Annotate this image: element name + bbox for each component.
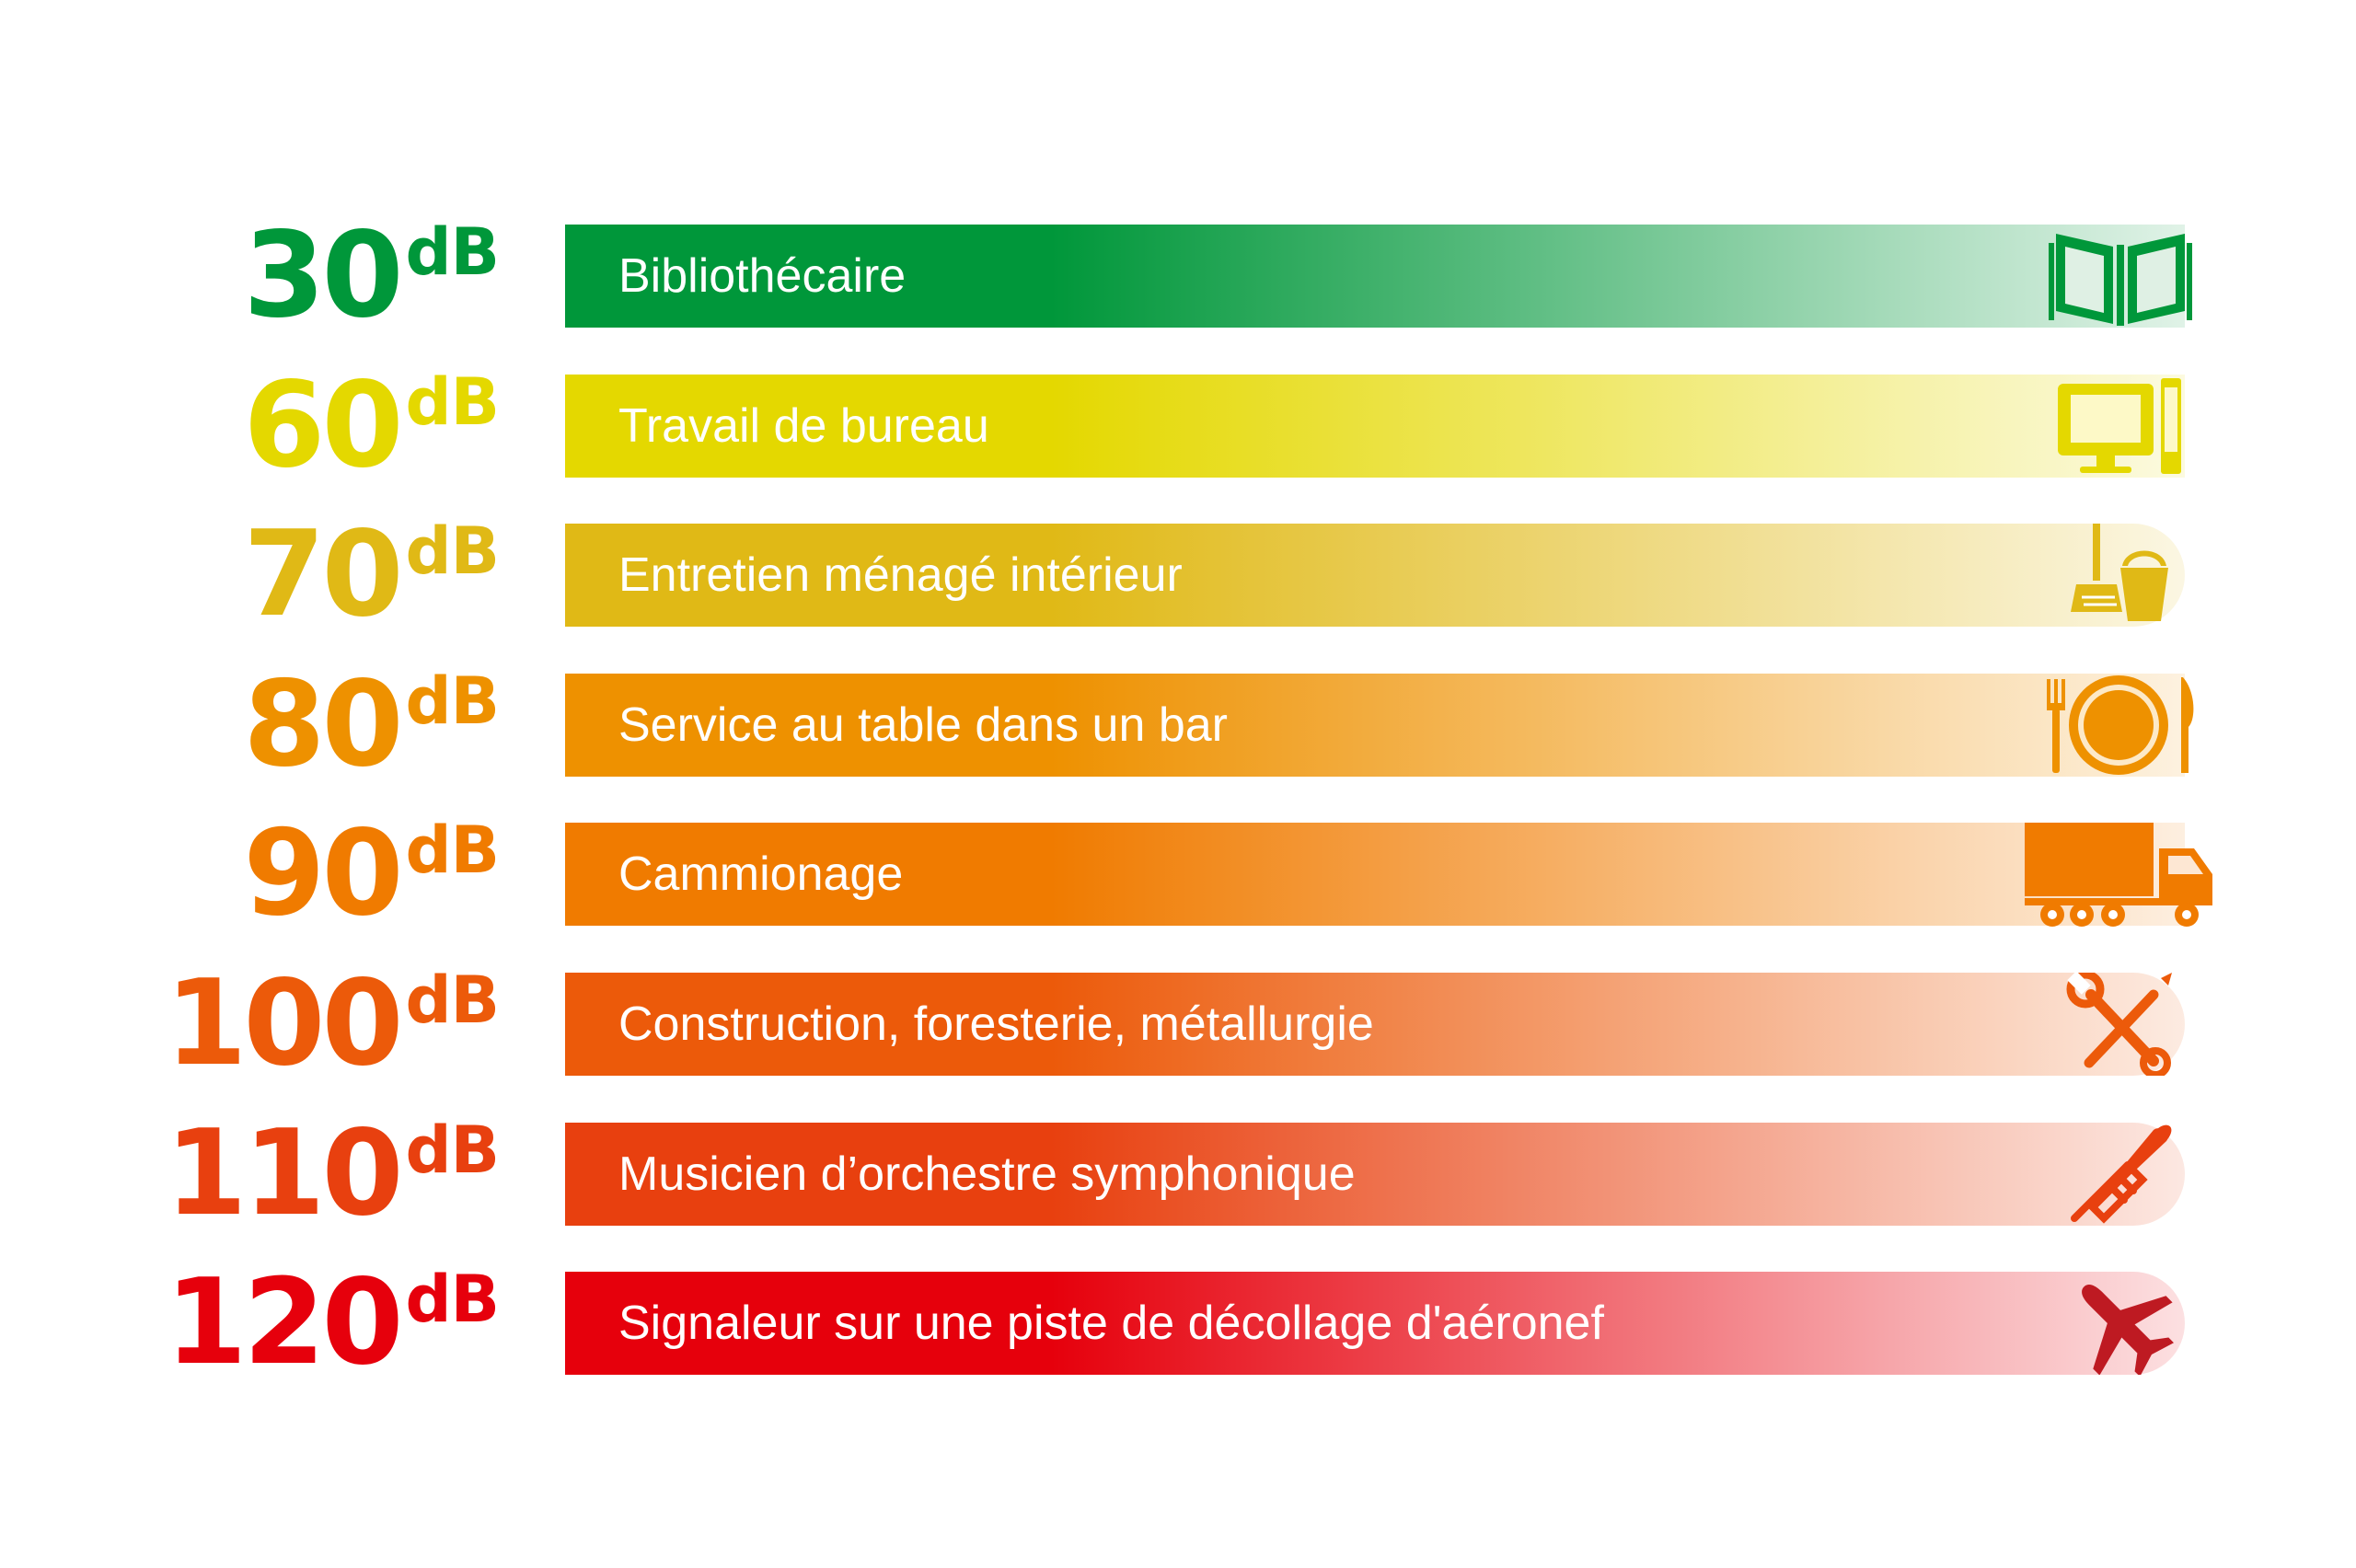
gradient-bar [565,674,2185,777]
decibel-level: 100dB [165,963,500,1085]
trumpet-icon [2067,1123,2176,1226]
decibel-value: 90 [243,805,403,942]
decibel-level: 30dB [243,214,500,337]
noise-row-100db: 100dB Construction, foresterie, métallur… [0,963,2356,1085]
noise-row-110db: 110dB Musicien d’orchestre symphonique [0,1113,2356,1235]
decibel-unit: dB [405,1113,500,1188]
occupation-label: Entretien ménagé intérieur [618,548,1183,602]
decibel-level: 60dB [243,364,500,487]
decibel-unit: dB [405,813,500,888]
decibel-value: 80 [243,656,403,793]
decibel-unit: dB [405,1262,500,1337]
decibel-level: 110dB [165,1113,500,1235]
occupation-label: Construction, foresterie, métallurgie [618,997,1374,1051]
desktop-computer-icon [2054,375,2183,478]
gradient-bar [565,823,2185,926]
noise-row-30db: 30dB Bibliothécaire [0,215,2356,337]
gradient-bar [565,225,2185,328]
decibel-value: 110 [165,1105,403,1242]
noise-row-70db: 70dB Entretien ménagé intérieur [0,514,2356,636]
noise-row-60db: 60dB Travail de bureau [0,365,2356,487]
occupation-label: Signaleur sur une piste de décollage d'a… [618,1297,1604,1350]
decibel-unit: dB [405,963,500,1038]
decibel-unit: dB [405,214,500,290]
decibel-unit: dB [405,513,500,589]
gradient-bar [565,1272,2185,1375]
noise-row-80db: 80dB Service au table dans un bar [0,664,2356,786]
occupation-label: Cammionage [618,847,904,901]
decibel-level: 70dB [243,513,500,636]
decibel-level: 90dB [243,813,500,935]
gradient-bar [565,375,2185,478]
occupation-label: Travail de bureau [618,399,989,453]
noise-row-90db: 90dB Cammionage [0,813,2356,935]
decibel-unit: dB [405,364,500,440]
plate-cutlery-icon [2038,674,2203,777]
broom-bucket-icon [2065,524,2185,627]
occupation-label: Musicien d’orchestre symphonique [618,1147,1356,1201]
decibel-level: 120dB [165,1262,500,1384]
gradient-bar [565,973,2185,1076]
decibel-value: 70 [243,506,403,643]
occupation-label: Bibliothécaire [618,249,907,303]
gradient-bar [565,524,2185,627]
occupation-label: Service au table dans un bar [618,698,1228,752]
wrench-screwdriver-icon [2065,973,2176,1076]
decibel-value: 60 [243,357,403,494]
decibel-value: 120 [165,1254,403,1391]
open-book-icon [2049,225,2192,328]
decibel-level: 80dB [243,663,500,786]
noise-row-120db: 120dB Signaleur sur une piste de décolla… [0,1262,2356,1384]
decibel-value: 30 [243,207,403,344]
airplane-icon [2065,1272,2176,1375]
decibel-value: 100 [165,955,403,1092]
truck-icon [2025,823,2214,927]
gradient-bar [565,1123,2185,1226]
decibel-unit: dB [405,663,500,739]
